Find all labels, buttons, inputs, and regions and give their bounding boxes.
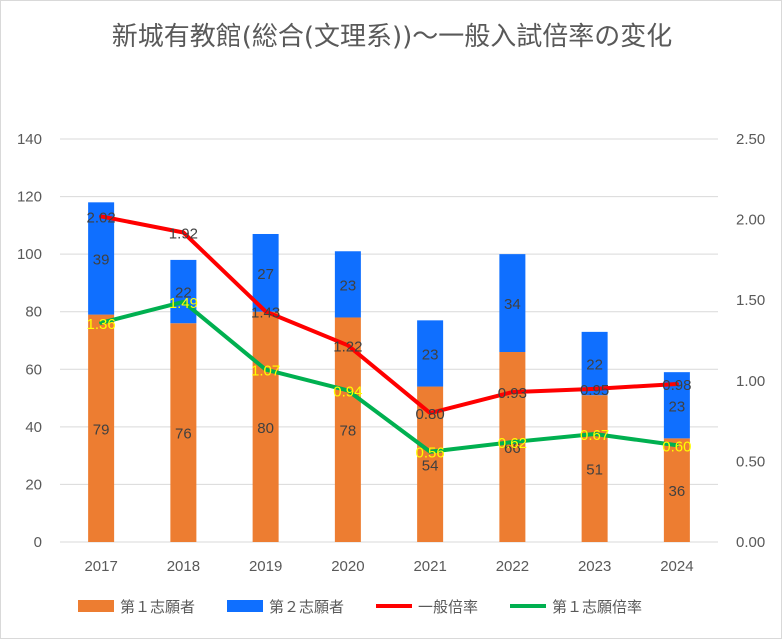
x-axis-tick-label: 2021 — [413, 558, 446, 575]
left-axis-tick-label: 40 — [25, 419, 42, 436]
x-axis-tick-label: 2018 — [167, 558, 200, 575]
left-axis-tick-label: 0 — [34, 534, 42, 551]
legend-label: 一般倍率 — [418, 599, 478, 616]
line-data-label: 0.62 — [498, 435, 527, 452]
line-data-label: 0.93 — [498, 385, 527, 402]
bar-data-label: 78 — [340, 423, 357, 440]
bar — [334, 251, 361, 318]
bar — [88, 314, 115, 542]
bar-data-label: 22 — [175, 285, 192, 302]
right-axis-tick-label: 1.00 — [736, 373, 765, 390]
right-axis-tick-label: 0.50 — [736, 453, 765, 470]
bar-data-label: 27 — [257, 266, 274, 283]
line-data-label: 0.94 — [333, 383, 362, 400]
left-axis-tick-label: 120 — [17, 189, 42, 206]
bar — [499, 254, 526, 353]
line-data-label: 1.22 — [333, 338, 362, 355]
left-axis-tick-label: 20 — [25, 476, 42, 493]
bar-data-label: 54 — [422, 457, 439, 474]
bar-data-label: 23 — [422, 346, 439, 363]
legend-label: 第１志願倍率 — [552, 598, 642, 616]
line-data-label: 1.92 — [169, 225, 198, 242]
line-data-label: 1.07 — [251, 363, 280, 380]
left-axis-tick-label: 80 — [25, 304, 42, 321]
legend-label: 第１志願者 — [120, 598, 195, 616]
line-data-label: 0.80 — [416, 406, 445, 423]
bar — [581, 395, 608, 542]
legend-swatch — [227, 600, 263, 612]
left-axis-tick-label: 140 — [17, 131, 42, 148]
right-axis-tick-label: 2.00 — [736, 212, 765, 229]
x-axis-tick-label: 2023 — [578, 558, 611, 575]
legend-label: 第２志願者 — [269, 598, 344, 616]
bar-data-label: 23 — [669, 398, 686, 415]
bar-data-label: 23 — [340, 277, 357, 294]
line-data-label: 0.95 — [580, 382, 609, 399]
left-axis-tick-label: 60 — [25, 361, 42, 378]
bar-data-label: 22 — [586, 357, 603, 374]
bar-data-label: 79 — [93, 421, 110, 438]
line-data-label: 1.36 — [87, 316, 116, 333]
bar-data-label: 39 — [93, 251, 110, 268]
bar — [663, 438, 690, 542]
bar — [170, 259, 197, 324]
bar-data-label: 80 — [257, 420, 274, 437]
bar — [581, 331, 608, 396]
right-axis-tick-label: 2.50 — [736, 131, 765, 148]
x-axis-tick-label: 2024 — [660, 558, 693, 575]
legend-swatch — [78, 600, 114, 612]
bar — [252, 233, 279, 312]
bar — [252, 311, 279, 542]
x-axis-tick-label: 2019 — [249, 558, 282, 575]
chart-title: 新城有教館(総合(文理系))～一般入試倍率の変化 — [111, 22, 673, 52]
x-axis-tick-label: 2022 — [496, 558, 529, 575]
line-data-label: 1.49 — [169, 295, 198, 312]
line-data-label: 0.60 — [662, 438, 691, 455]
line-data-label: 0.67 — [580, 427, 609, 444]
bar-data-label: 36 — [669, 483, 686, 500]
right-axis-tick-label: 0.00 — [736, 534, 765, 551]
line-data-label: 0.98 — [662, 377, 691, 394]
bar-data-label: 76 — [175, 426, 192, 443]
line-data-label: 2.02 — [87, 209, 116, 226]
bar-data-label: 34 — [504, 296, 521, 313]
line-data-label: 1.43 — [251, 304, 280, 321]
bar — [88, 202, 115, 315]
bar-data-label: 51 — [586, 462, 603, 479]
left-axis-tick-label: 100 — [17, 246, 42, 263]
bar — [417, 320, 444, 387]
line-data-label: 0.56 — [416, 445, 445, 462]
bar — [499, 352, 526, 542]
series-line — [99, 299, 679, 454]
right-axis-tick-label: 1.50 — [736, 292, 765, 309]
x-axis-tick-label: 2017 — [84, 558, 117, 575]
series-line — [99, 214, 679, 416]
x-axis-tick-label: 2020 — [331, 558, 364, 575]
bar — [170, 323, 197, 542]
